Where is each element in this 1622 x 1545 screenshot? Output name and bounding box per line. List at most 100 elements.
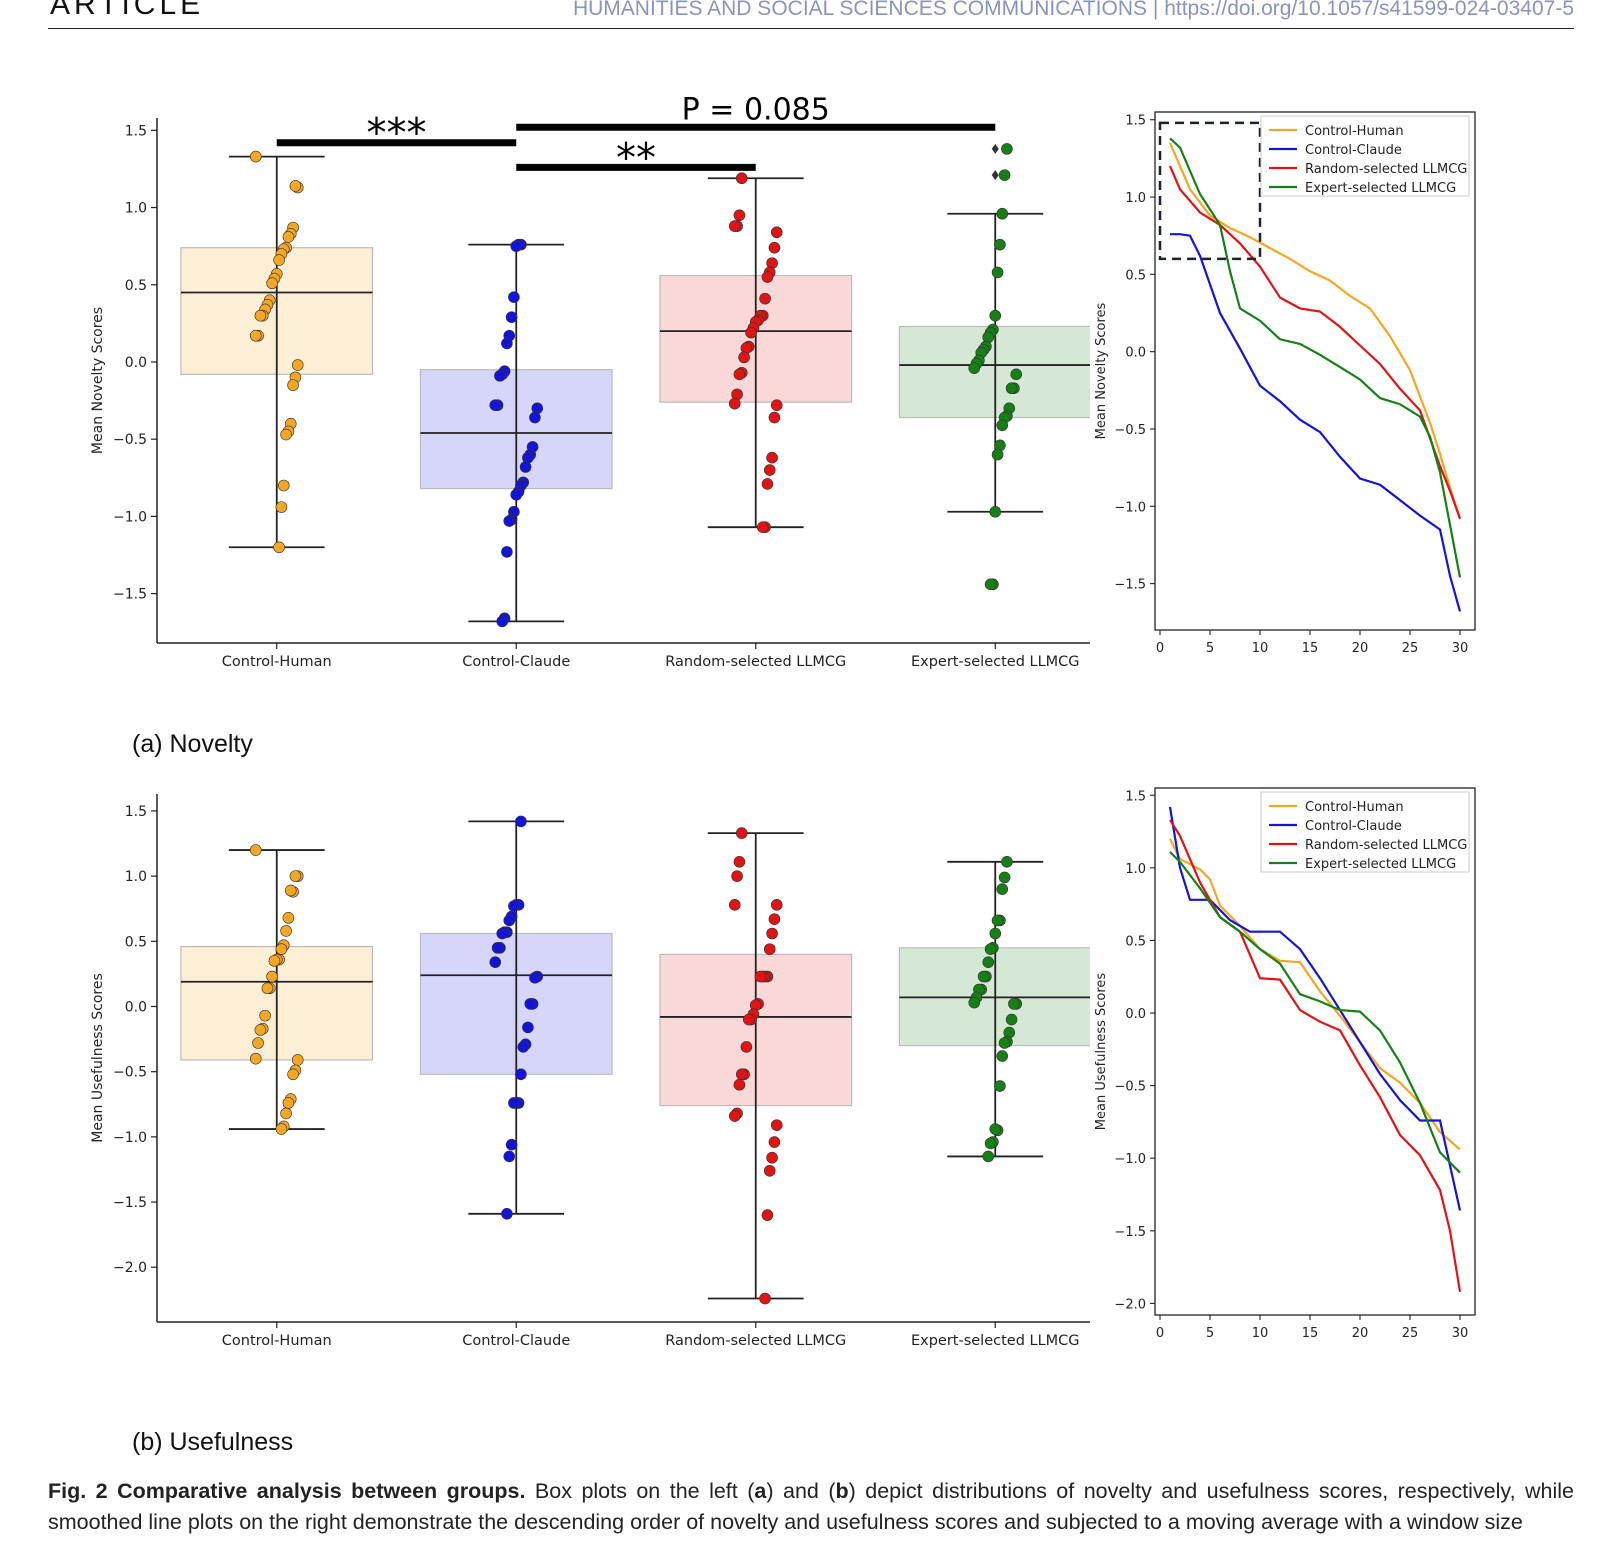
y-tick-label: 0.0 bbox=[1125, 1007, 1146, 1022]
point-random-selected-llmcg bbox=[761, 271, 774, 283]
point-random-selected-llmcg bbox=[768, 241, 781, 254]
y-tick-label: −2.0 bbox=[113, 1260, 147, 1276]
point-random-selected-llmcg bbox=[731, 870, 743, 882]
y-axis-label: Mean Usefulness Scores bbox=[1094, 973, 1109, 1131]
y-axis-label: Mean Novelty Scores bbox=[1094, 302, 1109, 439]
x-tick-label-random-selected-llmcg: Random-selected LLMCG bbox=[665, 654, 846, 670]
y-tick-label: −1.5 bbox=[113, 587, 147, 603]
point-control-claude bbox=[508, 1097, 520, 1109]
point-control-human bbox=[287, 1068, 299, 1081]
point-control-human bbox=[277, 479, 290, 492]
point-random-selected-llmcg bbox=[763, 1164, 776, 1177]
novelty-box-plot: −1.5 −1.0 −0.5 0.0 0.5 1.0 1.5 Mean Novelty Sco… bbox=[90, 92, 1090, 670]
point-control-claude bbox=[505, 311, 518, 323]
x-tick-label: 15 bbox=[1302, 641, 1319, 656]
y-tick-label: 1.0 bbox=[125, 201, 147, 217]
y-tick-label: −1.5 bbox=[1114, 1225, 1146, 1240]
figure-label: Fig. 2 Comparative analysis between grou… bbox=[48, 1479, 526, 1503]
point-control-human bbox=[275, 1123, 288, 1135]
x-tick-label: 15 bbox=[1302, 1326, 1319, 1341]
point-random-selected-llmcg bbox=[754, 970, 767, 983]
doi-link[interactable]: https://doi.org/10.1057/s41599-024-03407… bbox=[1164, 0, 1574, 20]
x-tick-label-control-claude: Control-Claude bbox=[462, 1333, 570, 1349]
point-control-claude bbox=[489, 956, 502, 968]
point-expert-selected-llmcg bbox=[984, 943, 997, 955]
separator: | bbox=[1152, 0, 1159, 20]
point-control-human bbox=[280, 428, 292, 441]
caption-text-1: Box plots on the left ( bbox=[525, 1479, 755, 1503]
point-expert-selected-llmcg bbox=[982, 956, 995, 968]
point-control-claude bbox=[503, 515, 516, 527]
line-control-claude bbox=[1170, 233, 1462, 612]
point-control-claude bbox=[517, 1041, 530, 1053]
point-expert-selected-llmcg bbox=[968, 362, 981, 374]
point-control-human bbox=[282, 231, 295, 243]
point-control-claude bbox=[501, 1207, 513, 1220]
point-expert-selected-llmcg bbox=[989, 505, 1002, 518]
point-control-human bbox=[289, 870, 302, 882]
point-control-claude bbox=[496, 927, 509, 940]
x-tick-label-random-selected-llmcg: Random-selected LLMCG bbox=[665, 1333, 846, 1349]
legend-label-control-human: Control-Human bbox=[1305, 124, 1404, 139]
y-tick-label: 1.0 bbox=[1125, 191, 1146, 206]
panel-a-label: (a) Novelty bbox=[132, 730, 253, 758]
point-control-human bbox=[266, 277, 278, 290]
point-control-claude bbox=[494, 370, 506, 382]
y-tick-label: −0.5 bbox=[113, 1065, 147, 1081]
point-expert-selected-llmcg bbox=[982, 1150, 995, 1163]
point-control-claude bbox=[515, 1068, 527, 1081]
point-control-claude bbox=[491, 942, 504, 954]
point-control-claude bbox=[505, 1138, 518, 1151]
x-tick-label: 20 bbox=[1352, 641, 1369, 656]
x-tick-label: 5 bbox=[1206, 1326, 1214, 1341]
point-expert-selected-llmcg bbox=[1008, 998, 1020, 1010]
point-expert-selected-llmcg bbox=[991, 448, 1004, 461]
point-random-selected-llmcg bbox=[733, 368, 746, 381]
point-expert-selected-llmcg bbox=[998, 871, 1011, 884]
point-control-human bbox=[275, 501, 288, 513]
point-expert-selected-llmcg bbox=[989, 927, 1002, 940]
y-axis-label: Mean Novelty Scores bbox=[90, 307, 106, 454]
point-random-selected-llmcg bbox=[735, 1068, 748, 1081]
y-tick-label: 0.5 bbox=[125, 934, 147, 950]
point-control-human bbox=[287, 379, 299, 391]
point-random-selected-llmcg bbox=[763, 464, 776, 476]
legend-label-control-claude: Control-Claude bbox=[1305, 143, 1402, 158]
x-tick-label-control-claude: Control-Claude bbox=[462, 654, 570, 670]
point-expert-selected-llmcg bbox=[968, 996, 981, 1009]
point-control-human bbox=[254, 1024, 267, 1036]
x-tick-label: 5 bbox=[1206, 641, 1214, 656]
point-control-human bbox=[249, 1052, 262, 1065]
point-random-selected-llmcg bbox=[740, 1041, 753, 1053]
legend-label-random-selected-llmcg: Random-selected LLMCG bbox=[1305, 838, 1467, 853]
y-tick-label: 0.5 bbox=[1125, 268, 1146, 283]
point-random-selected-llmcg bbox=[728, 1110, 741, 1122]
legend-label-control-human: Control-Human bbox=[1305, 800, 1404, 815]
y-tick-label: −2.0 bbox=[1114, 1297, 1146, 1312]
y-tick-label: 0.0 bbox=[125, 1000, 147, 1016]
point-random-selected-llmcg bbox=[742, 1013, 755, 1026]
point-expert-selected-llmcg bbox=[991, 266, 1004, 279]
point-control-human bbox=[291, 1054, 304, 1066]
y-tick-label: 1.5 bbox=[125, 804, 147, 820]
y-tick-label: −0.5 bbox=[1114, 1080, 1146, 1095]
outlier-marker bbox=[991, 170, 999, 181]
point-expert-selected-llmcg bbox=[994, 238, 1006, 251]
point-expert-selected-llmcg bbox=[977, 970, 990, 983]
point-control-human bbox=[280, 925, 292, 937]
point-random-selected-llmcg bbox=[733, 1078, 746, 1091]
point-random-selected-llmcg bbox=[768, 411, 781, 424]
x-tick-label-control-human: Control-Human bbox=[222, 1333, 332, 1349]
caption-text-2: ) and ( bbox=[766, 1479, 836, 1503]
significance-label: ** bbox=[616, 135, 656, 181]
x-tick-label: 0 bbox=[1156, 641, 1164, 656]
point-random-selected-llmcg bbox=[768, 1136, 781, 1148]
point-control-claude bbox=[508, 291, 520, 303]
point-control-claude bbox=[524, 998, 537, 1010]
point-control-claude bbox=[522, 1021, 534, 1034]
point-random-selected-llmcg bbox=[763, 943, 776, 955]
point-control-human bbox=[254, 309, 267, 322]
point-control-claude bbox=[529, 411, 541, 424]
point-random-selected-llmcg bbox=[766, 1151, 778, 1164]
point-random-selected-llmcg bbox=[759, 1292, 771, 1305]
